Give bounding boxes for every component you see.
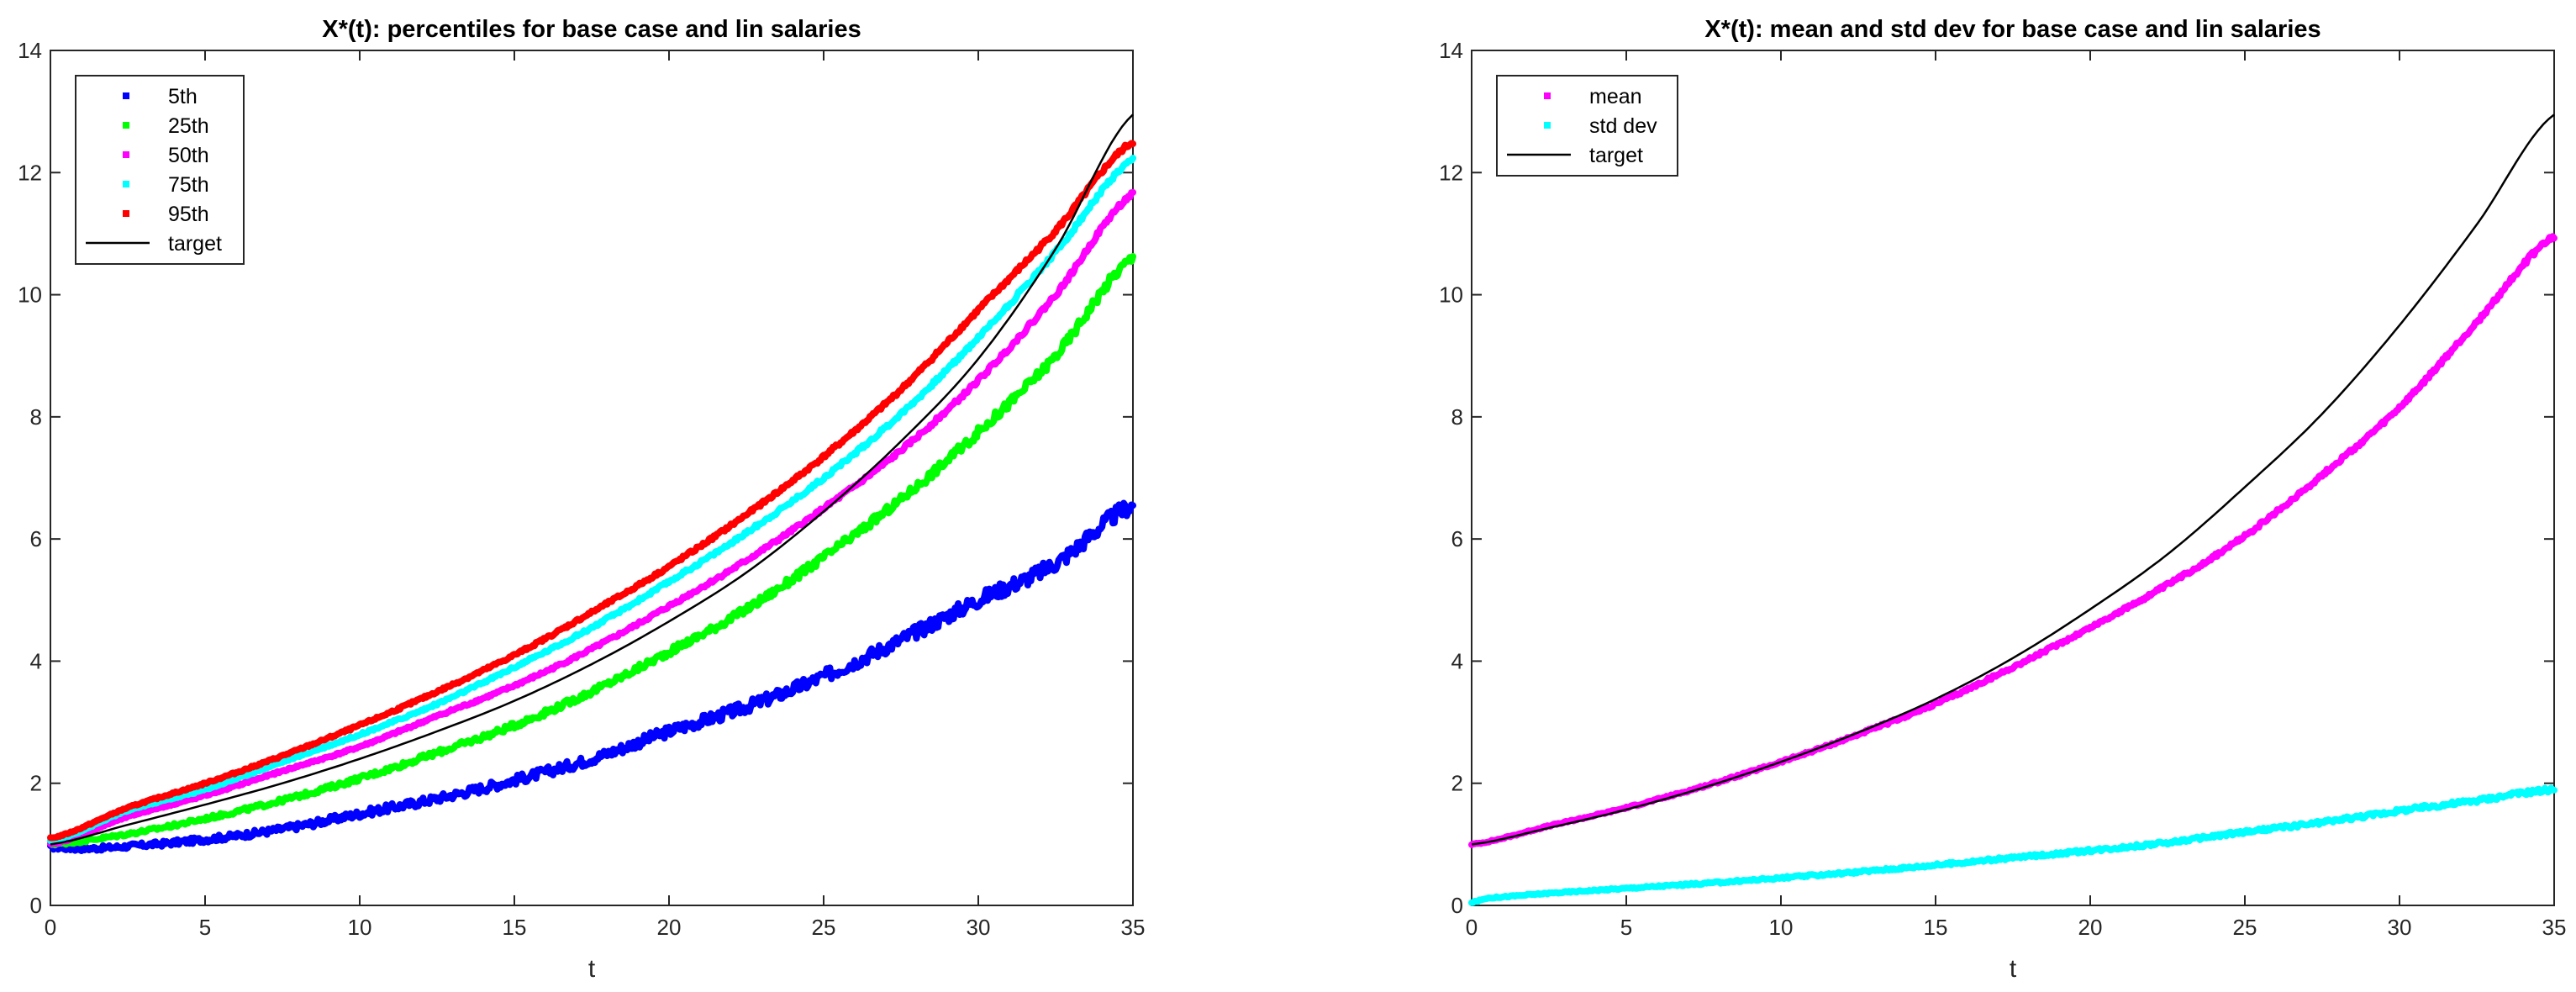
series-mean xyxy=(1468,233,2558,848)
series-markers xyxy=(47,140,1136,842)
series-50th xyxy=(47,188,1136,847)
legend-label: std dev xyxy=(1589,114,1657,138)
y-tick-label: 8 xyxy=(1451,404,1463,430)
x-tick-label: 25 xyxy=(812,915,836,940)
series-markers xyxy=(47,188,1136,847)
legend-item: target xyxy=(1507,144,1643,167)
x-tick-label: 15 xyxy=(503,915,527,940)
y-tick-label: 12 xyxy=(18,160,42,185)
legend-swatch-marker xyxy=(123,92,129,99)
legend: 5th 25th 50th 75th 95th target xyxy=(75,75,245,265)
y-tick-label: 0 xyxy=(1451,893,1463,918)
legend-swatch-marker xyxy=(123,151,129,158)
y-tick-label: 10 xyxy=(1439,282,1463,308)
series-std-dev xyxy=(1468,784,2558,906)
y-tick-label: 12 xyxy=(1439,160,1463,185)
y-tick-label: 6 xyxy=(1451,526,1463,551)
x-tick-label: 35 xyxy=(1121,915,1146,940)
y-tick-label: 4 xyxy=(30,648,42,673)
legend-label: mean xyxy=(1589,85,1642,108)
x-axis-label: t xyxy=(588,955,596,983)
series-25th xyxy=(47,253,1136,849)
x-tick-label: 5 xyxy=(1620,915,1632,940)
series-line xyxy=(50,113,1134,846)
x-tick-label: 0 xyxy=(45,915,56,940)
legend-item: mean xyxy=(1544,85,1642,108)
legend: mean std dev target xyxy=(1496,75,1678,177)
x-tick-label: 15 xyxy=(1924,915,1948,940)
x-tick-label: 10 xyxy=(348,915,372,940)
y-tick-label: 14 xyxy=(1439,38,1463,63)
y-tick-label: 0 xyxy=(30,893,42,918)
legend-label: 25th xyxy=(168,114,209,138)
legend-item: std dev xyxy=(1544,114,1657,138)
legend-swatch-marker xyxy=(1544,92,1551,99)
series-markers xyxy=(47,499,1136,854)
x-tick-label: 10 xyxy=(1769,915,1794,940)
chart-mean-std: X*(t): mean and std dev for base case an… xyxy=(1439,16,2566,983)
x-tick-label: 35 xyxy=(2542,915,2567,940)
legend-label: target xyxy=(1589,144,1643,167)
legend-item: target xyxy=(86,232,222,256)
legend-swatch-marker xyxy=(1544,122,1551,129)
series-markers xyxy=(1468,784,2558,906)
series-5th xyxy=(47,499,1136,854)
legend-label: 50th xyxy=(168,144,209,167)
y-tick-label: 6 xyxy=(30,526,42,551)
chart-title: X*(t): mean and std dev for base case an… xyxy=(1704,16,2321,43)
plot-area-frame xyxy=(1471,50,2555,906)
y-tick-label: 4 xyxy=(1451,648,1463,673)
x-tick-label: 25 xyxy=(2233,915,2257,940)
series-target xyxy=(50,113,1134,846)
legend-item: 50th xyxy=(123,144,209,167)
series-markers xyxy=(1468,233,2558,848)
legend-label: 95th xyxy=(168,203,209,226)
series-markers xyxy=(47,253,1136,849)
x-axis-label: t xyxy=(2010,955,2017,983)
x-tick-label: 5 xyxy=(199,915,211,940)
series-markers xyxy=(47,155,1136,845)
legend-label: 5th xyxy=(168,85,198,108)
y-tick-label: 10 xyxy=(18,282,42,308)
chart-title: X*(t): percentiles for base case and lin… xyxy=(322,16,861,43)
legend-item: 75th xyxy=(123,173,209,197)
legend-label: target xyxy=(168,232,222,256)
y-tick-label: 8 xyxy=(30,404,42,430)
x-tick-label: 30 xyxy=(967,915,991,940)
legend-label: 75th xyxy=(168,173,209,197)
legend-swatch-marker xyxy=(123,181,129,187)
chart-percentiles: X*(t): percentiles for base case and lin… xyxy=(18,16,1145,983)
legend-box xyxy=(1496,75,1678,177)
x-tick-label: 30 xyxy=(2388,915,2412,940)
y-tick-label: 2 xyxy=(1451,771,1463,796)
legend-swatch-marker xyxy=(123,210,129,217)
legend-item: 25th xyxy=(123,114,209,138)
x-tick-label: 0 xyxy=(1466,915,1478,940)
series-75th xyxy=(47,155,1136,845)
plot-area-frame xyxy=(50,50,1134,906)
legend-item: 5th xyxy=(123,85,198,108)
series-target xyxy=(1471,113,2555,846)
legend-swatch-marker xyxy=(123,122,129,129)
legend-box xyxy=(75,75,245,265)
legend-item: 95th xyxy=(123,203,209,226)
series-95th xyxy=(47,140,1136,842)
x-tick-label: 20 xyxy=(657,915,682,940)
x-tick-label: 20 xyxy=(2078,915,2103,940)
y-tick-label: 2 xyxy=(30,771,42,796)
y-tick-label: 14 xyxy=(18,38,42,63)
series-line xyxy=(1471,113,2555,846)
